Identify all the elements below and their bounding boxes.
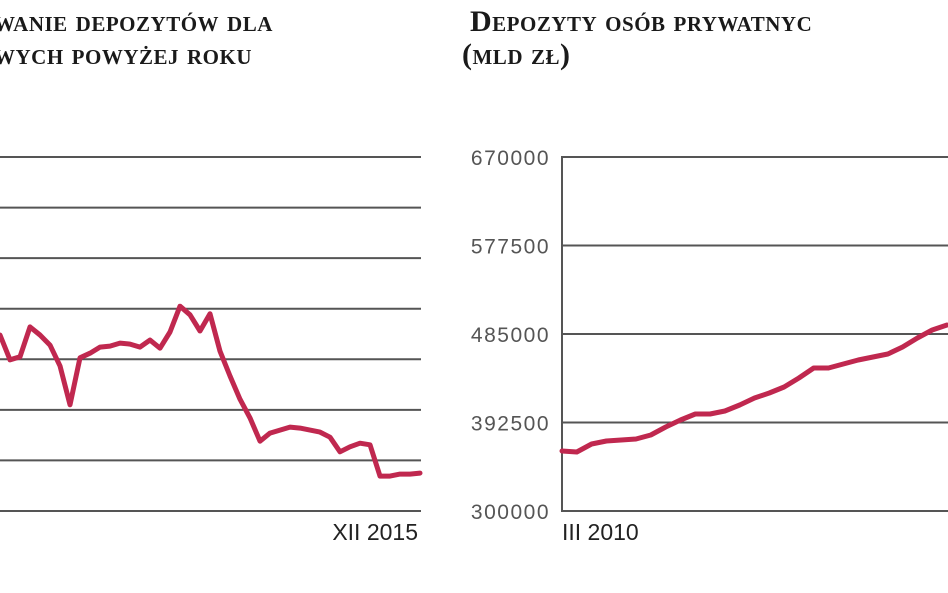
right-y-tick-label: 577500	[471, 236, 550, 259]
right-y-tick-label: 300000	[471, 501, 550, 524]
right-x-start-label: III 2010	[562, 519, 639, 545]
left-chart-title-line-1: wanie depozytów dla	[0, 5, 273, 38]
right-chart-title-line-1: Depozyty osób prywatnyc	[470, 5, 812, 38]
right-chart-title-line-2: (mld zł)	[462, 38, 571, 71]
left-chart-title-line-2: wych powyżej roku	[0, 38, 252, 71]
right-y-tick-label: 670000	[471, 147, 550, 170]
right-y-tick-label: 392500	[471, 413, 550, 436]
left-chart: wanie depozytów dla wych powyżej roku XI…	[0, 5, 423, 545]
right-y-tick-label: 485000	[471, 324, 550, 347]
left-x-end-label: XII 2015	[332, 519, 418, 545]
right-series-line	[559, 322, 948, 455]
right-chart: Depozyty osób prywatnyc (mld zł) 300000 3…	[462, 5, 948, 545]
left-series-line	[0, 303, 423, 479]
